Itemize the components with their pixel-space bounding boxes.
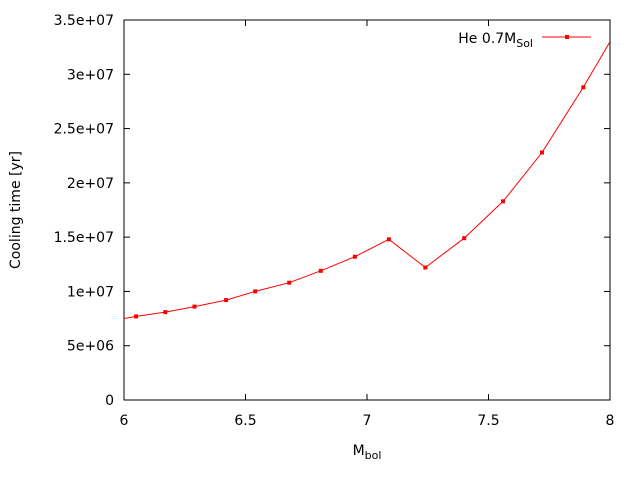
series-layer: [124, 41, 610, 320]
y-tick-label: 5e+06: [67, 339, 114, 355]
x-tick-label: 8: [606, 413, 615, 429]
data-point: [386, 237, 391, 242]
axis-tick-labels: 6 6.5 7 7.5 8 0 5e+06 1e+07 1.5e+07 2e+07 2.5e+07 3…: [54, 13, 615, 429]
legend-label: He 0.7MSol: [458, 31, 533, 50]
data-point: [163, 310, 168, 315]
x-tick-label: 6: [120, 413, 129, 429]
y-tick-label: 3e+07: [67, 67, 114, 83]
legend-label-sub: Sol: [516, 37, 533, 50]
legend: He 0.7MSol: [458, 31, 591, 50]
axis-ticks: [123, 19, 611, 401]
data-point: [352, 254, 357, 259]
data-point: [253, 289, 258, 294]
legend-marker-sample: [565, 35, 569, 39]
y-tick-label: 3.5e+07: [54, 13, 114, 29]
y-tick-label: 2.5e+07: [54, 122, 114, 138]
x-tick-label: 7.5: [477, 413, 499, 429]
y-tick-label: 0: [105, 393, 114, 409]
y-tick-label: 1.5e+07: [54, 230, 114, 246]
data-point: [318, 268, 323, 273]
series-line: [124, 41, 610, 320]
data-point: [462, 236, 467, 241]
x-axis-title: Mbol: [353, 443, 382, 462]
data-point: [581, 85, 586, 90]
x-tick-label: 7: [363, 413, 372, 429]
data-point: [224, 298, 229, 303]
data-point: [134, 314, 139, 319]
data-point: [287, 280, 292, 285]
data-point: [423, 265, 428, 270]
data-point: [540, 150, 544, 155]
x-axis-title-sub: bol: [365, 449, 382, 462]
x-tick-label: 6.5: [234, 413, 256, 429]
data-point: [501, 199, 506, 204]
x-axis-title-main: M: [353, 443, 365, 459]
plot-frame: [123, 19, 611, 401]
data-point: [192, 304, 197, 309]
y-axis-title: Cooling time [yr]: [8, 151, 24, 269]
legend-label-main: He 0.7M: [458, 31, 516, 47]
y-tick-label: 1e+07: [67, 284, 114, 300]
y-tick-label: 2e+07: [67, 176, 114, 192]
